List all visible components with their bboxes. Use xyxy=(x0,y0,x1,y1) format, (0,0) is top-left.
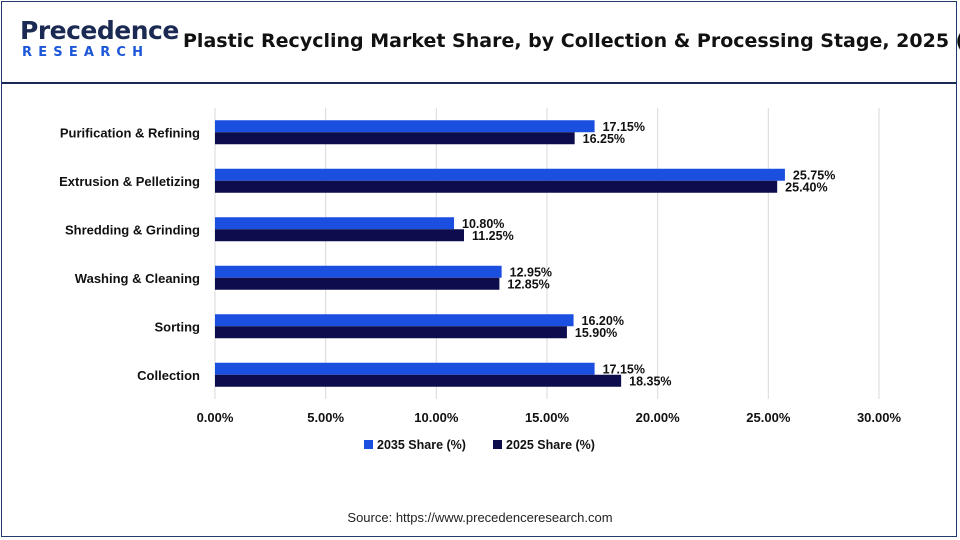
bar-2025 xyxy=(215,229,464,242)
bar-2035 xyxy=(215,362,595,375)
data-label: 25.75% xyxy=(793,168,835,182)
bar-2035 xyxy=(215,217,455,230)
category-label: Purification & Refining xyxy=(60,125,200,140)
bar-2025 xyxy=(215,180,778,193)
brand-logo: Precedence RESEARCH xyxy=(20,16,179,66)
data-label: 17.15% xyxy=(603,362,645,376)
source-note: Source: https://www.precedenceresearch.c… xyxy=(347,510,613,525)
category-label: Sorting xyxy=(155,319,201,334)
data-label: 17.15% xyxy=(603,120,645,134)
logo-subtitle: RESEARCH xyxy=(22,45,150,60)
bar-2025 xyxy=(215,132,575,145)
data-label: 25.40% xyxy=(785,180,827,194)
x-tick-label: 25.00% xyxy=(746,410,791,425)
data-label: 12.95% xyxy=(510,265,552,279)
bar-2035 xyxy=(215,314,574,327)
legend-swatch xyxy=(364,440,373,449)
legend-swatch xyxy=(493,440,502,449)
legend-label: 2025 Share (%) xyxy=(506,438,595,452)
x-tick-label: 0.00% xyxy=(197,410,234,425)
x-tick-label: 15.00% xyxy=(525,410,570,425)
x-tick-label: 5.00% xyxy=(307,410,344,425)
chart-title: Plastic Recycling Market Share, by Colle… xyxy=(183,30,960,52)
bar-2025 xyxy=(215,277,500,290)
category-label: Extrusion & Pelletizing xyxy=(59,174,200,189)
x-tick-label: 20.00% xyxy=(636,410,681,425)
data-label: 16.20% xyxy=(582,314,624,328)
legend-label: 2035 Share (%) xyxy=(377,438,466,452)
bar-2035 xyxy=(215,120,595,133)
x-tick-label: 30.00% xyxy=(857,410,902,425)
category-label: Shredding & Grinding xyxy=(65,222,200,237)
category-label: Washing & Cleaning xyxy=(75,271,200,286)
data-label: 18.35% xyxy=(629,374,671,388)
bar-2025 xyxy=(215,374,622,387)
data-label: 11.25% xyxy=(472,229,514,243)
data-label: 12.85% xyxy=(507,277,549,291)
data-label: 16.25% xyxy=(583,132,625,146)
header-bar: Precedence RESEARCH Plastic Recycling Ma… xyxy=(2,2,960,84)
data-label: 15.90% xyxy=(575,326,617,340)
bar-2035 xyxy=(215,168,785,181)
bar-2035 xyxy=(215,265,502,278)
bar-2025 xyxy=(215,326,567,339)
data-label: 10.80% xyxy=(462,217,504,231)
category-label: Collection xyxy=(137,368,200,383)
logo-wordmark: Precedence xyxy=(20,16,179,45)
x-tick-label: 10.00% xyxy=(414,410,459,425)
